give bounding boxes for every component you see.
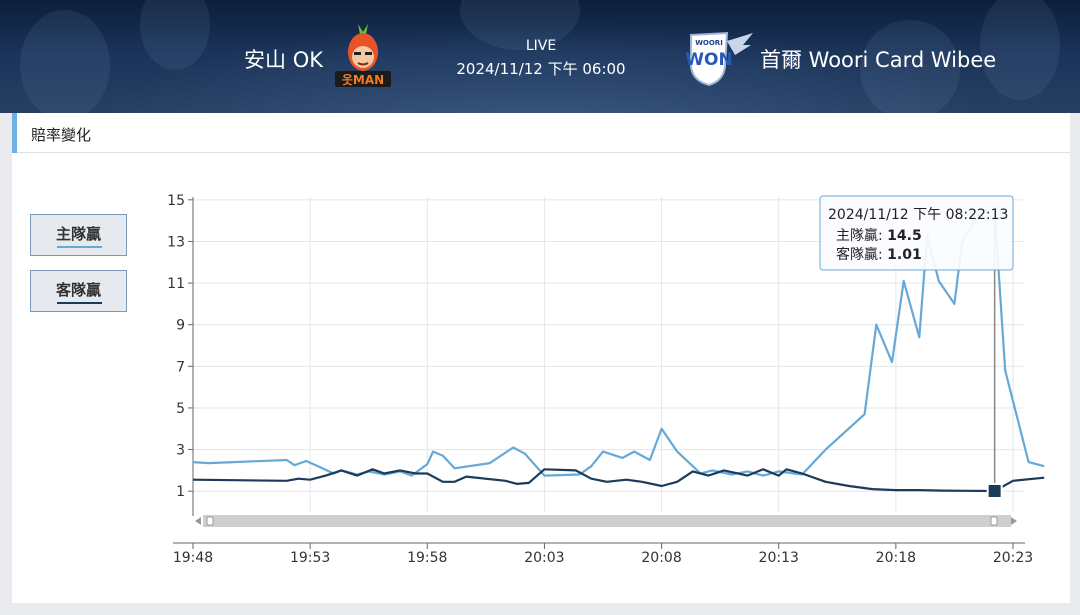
match-datetime: 2024/11/12 下午 06:00 [456, 60, 626, 78]
section-accent-bar [12, 113, 17, 153]
tooltip-away-value: 1.01 [887, 247, 922, 263]
x-tick-label: 20:13 [759, 550, 799, 566]
away-logo-text: WON [685, 50, 732, 70]
match-header: 安山 OK 옷MAN LIVE 2024/11/12 下午 06:00 WOOR… [0, 0, 1080, 113]
background-crowd [20, 10, 110, 113]
home-logo-text: 옷MAN [342, 72, 384, 87]
scroll-left-arrow [195, 517, 201, 525]
tooltip-home-row: 主隊贏: 14.5 [836, 228, 922, 244]
x-tick-label: 19:53 [290, 550, 330, 566]
home-team-name: 安山 OK [244, 48, 323, 72]
y-tick-label: 15 [167, 193, 185, 209]
x-tick-label: 19:58 [407, 550, 447, 566]
x-tick-label: 20:18 [876, 550, 916, 566]
background-crowd [860, 20, 960, 113]
x-tick-label: 20:08 [641, 550, 681, 566]
home-team-logo: 옷MAN [335, 24, 391, 87]
tooltip-home-label: 主隊贏: [836, 228, 887, 244]
background-crowd [980, 0, 1060, 100]
tooltip-box [819, 195, 1014, 271]
legend-home-swatch [57, 246, 102, 248]
y-tick-label: 7 [176, 359, 185, 375]
y-tick-label: 13 [167, 234, 185, 250]
navigator-handle-right [990, 516, 998, 526]
y-tick-label: 11 [167, 276, 185, 292]
y-tick-label: 3 [176, 443, 185, 459]
navigator-handle-left [206, 516, 214, 526]
legend-away-swatch [57, 302, 102, 304]
highlight-point-away [986, 482, 1003, 499]
y-tick-label: 9 [176, 318, 185, 334]
tooltip-away-row: 客隊贏: 1.01 [836, 246, 922, 263]
x-tick-label: 20:03 [524, 550, 564, 566]
x-tick-label: 20:23 [993, 550, 1033, 566]
tooltip-time: 2024/11/12 下午 08:22:13 [828, 207, 1008, 223]
legend-home-label: 主隊贏 [55, 225, 101, 243]
background-crowd [140, 0, 210, 70]
legend-away-label: 客隊贏 [55, 281, 101, 299]
legend-away-toggle[interactable]: 客隊贏 [30, 270, 127, 312]
legend-home-toggle[interactable]: 主隊贏 [30, 214, 127, 256]
series-line-away [192, 468, 1045, 493]
header-sheen [0, 0, 1080, 113]
away-team-name: 首爾 Woori Card Wibee [760, 48, 997, 72]
scroll-right-arrow [1011, 517, 1017, 525]
match-status: LIVE [525, 38, 557, 54]
section-header: 賠率變化 [12, 113, 1070, 153]
x-tick-label: 19:48 [173, 550, 213, 566]
navigator-track [203, 515, 1011, 527]
section-title: 賠率變化 [31, 126, 92, 144]
tooltip-away-label: 客隊贏: [836, 246, 887, 263]
away-team-logo: WOORI WON [685, 31, 753, 87]
tooltip-home-value: 14.5 [887, 228, 922, 244]
y-tick-label: 1 [176, 484, 185, 500]
away-logo-sub: WOORI [695, 39, 723, 47]
y-tick-label: 5 [176, 401, 185, 417]
